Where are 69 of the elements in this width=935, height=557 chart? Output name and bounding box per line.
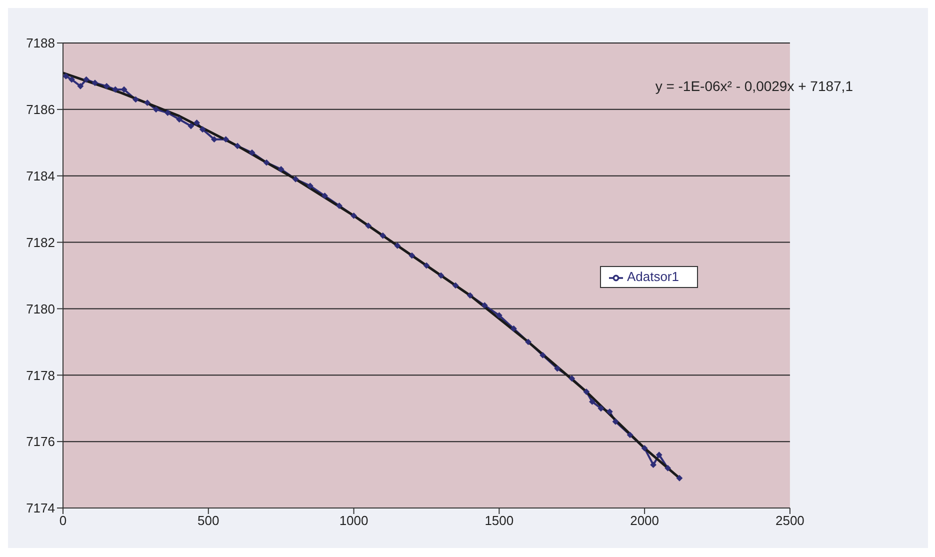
point	[234, 142, 240, 149]
point	[606, 408, 613, 415]
point	[496, 312, 502, 318]
point	[656, 452, 662, 458]
point	[194, 120, 200, 126]
point	[568, 375, 575, 382]
point	[307, 182, 314, 189]
x-tick-label: 2500	[775, 513, 804, 528]
point	[92, 80, 98, 86]
point	[554, 366, 560, 372]
x-tick-label: 2000	[630, 513, 660, 528]
point	[112, 86, 118, 92]
point	[144, 100, 150, 106]
point	[200, 126, 206, 132]
point	[423, 262, 430, 269]
y-tick-label: 7184	[26, 168, 55, 184]
point	[467, 292, 474, 298]
point	[164, 110, 171, 116]
point	[63, 73, 69, 80]
point	[380, 232, 386, 239]
point	[612, 418, 618, 425]
point	[83, 76, 90, 83]
point	[153, 106, 160, 112]
point	[482, 302, 488, 308]
point	[627, 432, 634, 438]
point	[642, 445, 648, 452]
point	[278, 166, 284, 172]
y-tick-label: 7188	[26, 36, 55, 51]
point	[264, 160, 270, 166]
point	[664, 465, 671, 472]
y-tick-label: 7174	[26, 500, 55, 516]
point	[211, 136, 218, 142]
x-tick-label: 0	[59, 513, 67, 528]
annotation: y = -1E-06x² - 0,0029x + 7187,1	[655, 78, 853, 94]
point	[452, 282, 459, 288]
point	[598, 405, 604, 412]
point	[222, 136, 229, 142]
y-tick-label: 7176	[26, 434, 55, 450]
point	[365, 222, 372, 229]
x-tick-label: 1000	[339, 513, 368, 528]
x-tick-label: 1500	[484, 513, 514, 528]
point	[525, 338, 532, 345]
point	[104, 83, 110, 90]
point	[292, 176, 299, 182]
point	[350, 212, 357, 219]
point	[176, 116, 182, 122]
point	[132, 96, 139, 102]
y-tick-label: 7182	[26, 234, 55, 250]
y-tick-label: 7180	[26, 301, 55, 316]
point	[77, 83, 84, 90]
point	[322, 192, 328, 199]
point	[121, 86, 128, 92]
point	[676, 475, 682, 482]
point	[540, 352, 546, 358]
y-tick-label: 7186	[26, 102, 55, 118]
point	[438, 272, 444, 278]
point	[68, 76, 75, 83]
y-tick-label: 7178	[26, 368, 55, 383]
x-tick-label: 500	[198, 513, 220, 528]
point	[336, 202, 342, 209]
point	[583, 388, 590, 395]
legend-label: Adatsor1	[626, 269, 679, 284]
point	[188, 123, 194, 130]
point	[394, 242, 400, 249]
point	[249, 150, 256, 156]
point	[408, 252, 415, 259]
point	[650, 462, 656, 468]
point	[510, 326, 517, 332]
point	[589, 398, 596, 405]
